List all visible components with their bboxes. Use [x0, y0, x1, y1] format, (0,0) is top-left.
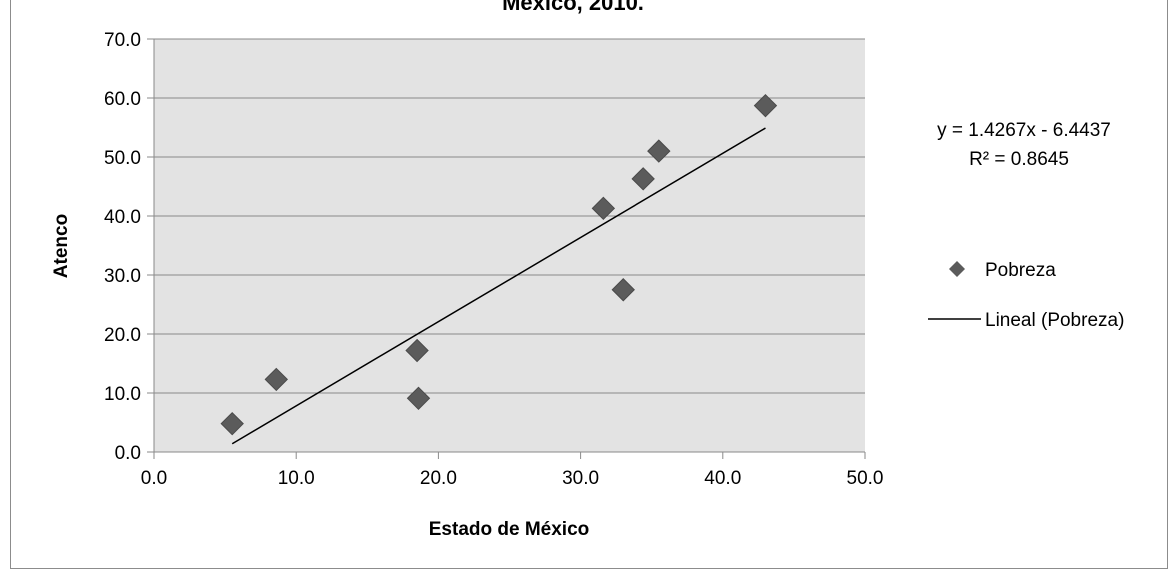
x-tick-label: 40.0: [704, 468, 741, 489]
y-tick-label: 0.0: [115, 443, 141, 464]
y-tick-label: 70.0: [104, 30, 141, 51]
data-point: [220, 411, 244, 436]
y-tick-label: 30.0: [104, 266, 141, 287]
data-point: [753, 93, 778, 118]
data-point: [647, 139, 671, 163]
data-point: [631, 167, 655, 191]
trendline: [231, 127, 766, 445]
x-tick-label: 0.0: [141, 468, 167, 489]
y-tick-label: 60.0: [104, 89, 141, 110]
y-tick-label: 50.0: [104, 148, 141, 169]
legend: Pobreza Lineal (Pobreza): [928, 260, 1124, 331]
x-axis-title: Estado de México: [429, 519, 590, 540]
x-tick-label: 10.0: [278, 468, 315, 489]
data-point: [264, 367, 288, 392]
trendline-equation: y = 1.4267x - 6.4437: [937, 120, 1111, 141]
chart-title: México, 2010.: [502, 0, 644, 15]
legend-diamond-icon: [949, 261, 965, 277]
chart-frame: México, 2010. 0.0 10.0 20.0 30.0 40.0 50.0 60.…: [10, 0, 1168, 569]
y-tick-label: 20.0: [104, 325, 141, 346]
y-axis-title: Atenco: [51, 214, 72, 278]
x-tick-label: 50.0: [847, 468, 884, 489]
y-tick-label: 40.0: [104, 207, 141, 228]
scatter-chart: México, 2010. 0.0 10.0 20.0 30.0 40.0 50.0 60.…: [51, 0, 1124, 540]
legend-label-lineal: Lineal (Pobreza): [985, 310, 1124, 331]
data-points: [220, 93, 778, 436]
axes: 0.0 10.0 20.0 30.0 40.0 50.0 60.0 70.0 0.0 10.0 20…: [104, 30, 883, 489]
gridlines: [154, 38, 865, 394]
y-tick-label: 10.0: [104, 384, 141, 405]
legend-label-pobreza: Pobreza: [985, 260, 1056, 281]
plot-area: [154, 39, 865, 452]
data-point: [406, 386, 431, 411]
r-squared-label: R² = 0.8645: [969, 149, 1069, 170]
trendline-layer: [231, 127, 766, 445]
data-point: [405, 338, 429, 363]
data-point: [591, 196, 616, 221]
x-tick-label: 20.0: [420, 468, 457, 489]
x-tick-label: 30.0: [562, 468, 599, 489]
data-point: [611, 278, 635, 302]
